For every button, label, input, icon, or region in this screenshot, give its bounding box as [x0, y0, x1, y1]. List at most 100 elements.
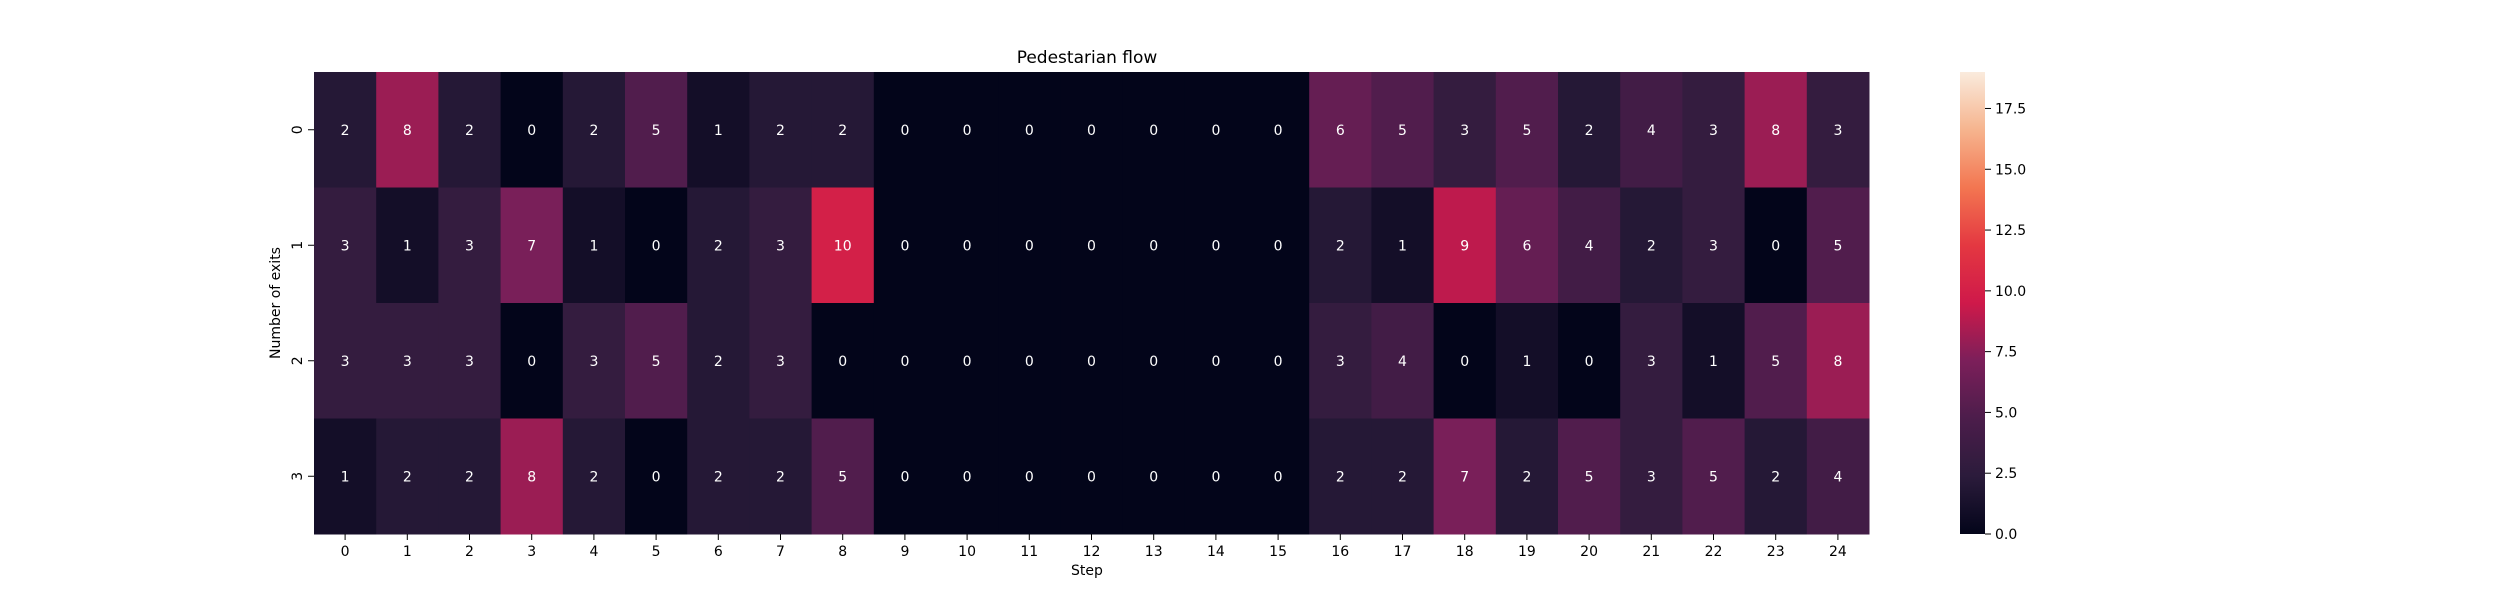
- heatmap-cell: [998, 72, 1061, 188]
- cell-value-label: 3: [465, 238, 474, 254]
- cell-value-label: 2: [714, 469, 723, 485]
- heatmap-cell: [1806, 187, 1870, 304]
- cell-value-label: 1: [403, 238, 412, 254]
- heatmap-cell: [1309, 187, 1372, 304]
- y-axis: 0 1 2 3: [290, 125, 314, 481]
- heatmap-cell: [1744, 303, 1808, 419]
- cell-value-label: 0: [963, 238, 972, 254]
- x-tick-label: 15: [1269, 544, 1287, 560]
- cell-value-label: 0: [963, 123, 972, 139]
- heatmap-cell: [1433, 418, 1497, 535]
- colorbar-tick-label: 0.0: [1995, 527, 2017, 543]
- cell-value-label: 0: [963, 354, 972, 370]
- cell-value-label: 0: [527, 354, 536, 370]
- cell-value-label: 5: [1771, 354, 1780, 370]
- x-tick-label: 20: [1580, 544, 1598, 560]
- heatmap-cell: [1495, 303, 1559, 419]
- x-tick-label: 11: [1020, 544, 1038, 560]
- cell-value-label: 3: [1833, 123, 1842, 139]
- cell-value-label: 0: [1025, 123, 1034, 139]
- heatmap-cell: [1184, 303, 1248, 419]
- colorbar-axis: 0.0 2.5 5.0 7.5 10.0 12.5 15.0 17.5: [1985, 101, 2026, 543]
- cell-value-label: 0: [1211, 123, 1220, 139]
- cell-value-label: 7: [1460, 469, 1469, 485]
- x-tick-label: 8: [838, 544, 847, 560]
- x-tick-label: 0: [341, 544, 350, 560]
- heatmap-cell: [500, 187, 564, 304]
- cell-value-label: 0: [1771, 238, 1780, 254]
- heatmap-cell: [562, 187, 626, 304]
- x-tick-label: 17: [1394, 544, 1412, 560]
- heatmap-cell: [625, 187, 688, 304]
- colorbar-tick-label: 15.0: [1995, 162, 2026, 178]
- cell-value-label: 3: [776, 238, 785, 254]
- heatmap-cell: [1620, 303, 1683, 419]
- cell-value-label: 0: [1025, 354, 1034, 370]
- cell-value-label: 8: [403, 123, 412, 139]
- heatmap-cell: [1122, 303, 1186, 419]
- heatmap-cell: [749, 303, 813, 419]
- cell-value-label: 0: [1087, 238, 1096, 254]
- x-tick-label: 12: [1083, 544, 1101, 560]
- heatmap-cell: [749, 187, 813, 304]
- y-tick-label: 1: [290, 241, 306, 250]
- cell-value-label: 0: [652, 238, 661, 254]
- x-tick-label: 7: [776, 544, 785, 560]
- cell-value-label: 5: [838, 469, 847, 485]
- heatmap-cell: [873, 303, 937, 419]
- cell-value-label: 0: [838, 354, 847, 370]
- heatmap-cell: [314, 72, 377, 188]
- heatmap-cell: [1122, 72, 1186, 188]
- heatmap-cell: [998, 187, 1061, 304]
- heatmap-cell: [1558, 187, 1621, 304]
- cell-value-label: 0: [900, 354, 909, 370]
- cell-value-label: 2: [341, 123, 350, 139]
- heatmap-cell: [1309, 418, 1372, 535]
- heatmap-cell: [1247, 187, 1310, 304]
- cell-value-label: 5: [1709, 469, 1718, 485]
- cell-value-label: 0: [1149, 238, 1158, 254]
- cell-value-label: 0: [1211, 238, 1220, 254]
- x-tick-label: 9: [900, 544, 909, 560]
- colorbar-tick-label: 7.5: [1995, 345, 2017, 361]
- x-tick-label: 16: [1331, 544, 1349, 560]
- heatmap-cell: [936, 418, 999, 535]
- heatmap-cell: [749, 72, 813, 188]
- heatmap-cell: [376, 72, 439, 188]
- heatmap-cell: [1184, 72, 1248, 188]
- cell-value-label: 3: [589, 354, 598, 370]
- cell-value-label: 3: [465, 354, 474, 370]
- cell-value-label: 5: [652, 123, 661, 139]
- cell-value-label: 5: [652, 354, 661, 370]
- x-tick-label: 23: [1767, 544, 1785, 560]
- cell-value-label: 0: [1087, 123, 1096, 139]
- cell-value-label: 0: [963, 469, 972, 485]
- cell-value-label: 3: [1460, 123, 1469, 139]
- cell-value-label: 2: [1771, 469, 1780, 485]
- heatmap-cell: [811, 187, 875, 304]
- cell-value-label: 0: [1149, 123, 1158, 139]
- y-axis-label: Number of exits: [268, 247, 284, 359]
- x-tick-label: 14: [1207, 544, 1225, 560]
- heatmap-cell: [1060, 418, 1124, 535]
- heatmap-cell: [1371, 72, 1435, 188]
- colorbar-tick-label: 2.5: [1995, 466, 2017, 482]
- cell-value-label: 3: [403, 354, 412, 370]
- heatmap-cell: [1122, 187, 1186, 304]
- heatmap-cell: [811, 418, 875, 535]
- heatmap-cell: [314, 303, 377, 419]
- cell-value-label: 0: [900, 123, 909, 139]
- cell-value-label: 2: [589, 123, 598, 139]
- cell-value-label: 0: [1460, 354, 1469, 370]
- heatmap-cell: [1495, 187, 1559, 304]
- x-tick-label: 21: [1642, 544, 1660, 560]
- heatmap-cell: [1433, 72, 1497, 188]
- cell-value-label: 0: [1274, 123, 1283, 139]
- colorbar-tick-label: 5.0: [1995, 405, 2017, 421]
- heatmap-cell: [1433, 187, 1497, 304]
- x-axis-label: Step: [1071, 563, 1103, 579]
- cell-value-label: 3: [1647, 469, 1656, 485]
- heatmap-cell: [1744, 72, 1808, 188]
- cell-value-label: 0: [1149, 354, 1158, 370]
